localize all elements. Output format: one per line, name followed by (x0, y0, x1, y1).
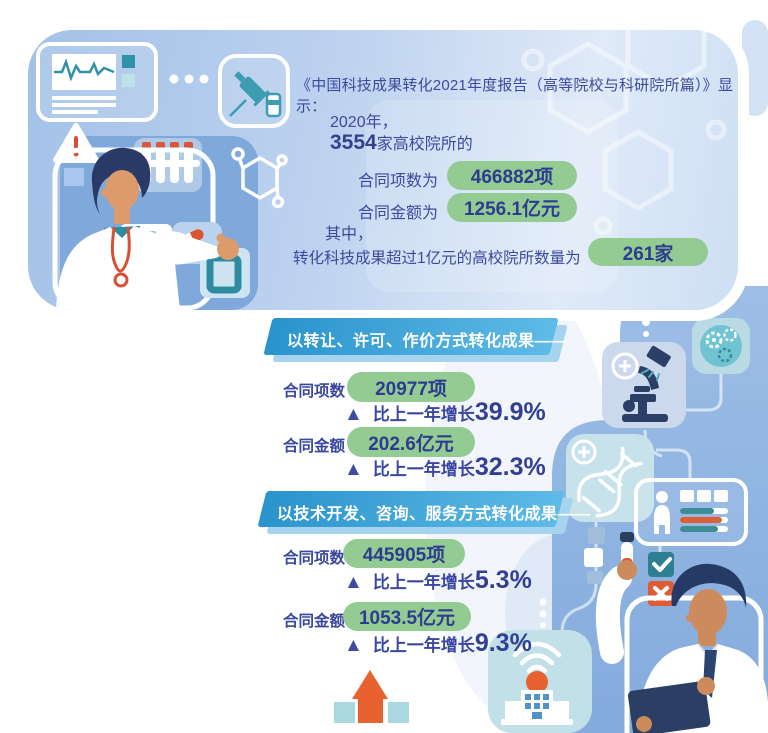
s1-count-growth: ▲ 比上一年增长 39.9% (344, 398, 546, 427)
building-blocks-icon (334, 670, 409, 723)
s2-amount-growth: ▲ 比上一年增长 9.3% (344, 629, 532, 658)
s1-count-label: 合同项数 (283, 383, 346, 400)
dna-icon (566, 434, 654, 522)
growth-label: 比上一年增长 (372, 636, 475, 655)
report-panel: 《中国科技成果转化2021年度报告（高等院校与科研院所篇）》显示： 2020年，… (28, 30, 738, 310)
medical-illustration (36, 30, 727, 310)
contract-count-label: 合同项数为 (357, 173, 438, 190)
syringe-icon (218, 54, 290, 128)
banner-2-text: 以技术开发、咨询、服务方式转化成果—— (277, 506, 591, 523)
molecule-icon (231, 147, 288, 209)
iv-drip-icon (584, 527, 605, 584)
growth-label: 比上一年增长 (372, 405, 475, 424)
hexagon-pattern (521, 30, 727, 236)
orgs-count: 3554 (330, 131, 377, 154)
among-label: 其中， (325, 226, 374, 243)
s2-count-label: 合同项数 (283, 550, 346, 567)
check-icon (648, 552, 674, 577)
report-year-line: 2020年， (330, 114, 398, 131)
growth-label: 比上一年增长 (372, 573, 475, 592)
s2-amount-pill: 1053.5亿元 (343, 602, 471, 631)
growth-value: 9.3% (474, 629, 532, 657)
s1-amount-growth: ▲ 比上一年增长 32.3% (344, 453, 546, 482)
report-orgs-line: 3554家高校院所的 (330, 130, 473, 155)
up-triangle-icon: ▲ (344, 459, 363, 480)
growth-label: 比上一年增长 (372, 460, 475, 479)
orgs-suffix: 家高校院所的 (376, 136, 473, 153)
s2-count-pill: 445905项 (343, 539, 465, 568)
up-triangle-icon: ▲ (344, 572, 363, 593)
x-icon (648, 581, 674, 606)
doctor-illustration (56, 147, 239, 310)
contract-amount-label: 合同金额为 (357, 205, 438, 222)
patient-chart-icon (634, 478, 748, 546)
up-triangle-icon: ▲ (344, 404, 363, 425)
scientist-illustration (595, 532, 768, 733)
hospital-icon (488, 630, 592, 733)
s1-amount-label: 合同金额 (283, 438, 346, 455)
s2-count-growth: ▲ 比上一年增长 5.3% (344, 566, 532, 595)
contract-count-pill: 466882项 (447, 161, 577, 190)
over-100m-label: 转化科技成果超过1亿元的高校院所数量为 (293, 250, 581, 267)
growth-value: 5.3% (474, 566, 532, 594)
gears-icon (692, 318, 750, 374)
banner-1-text: 以转让、许可、作价方式转化成果—— (287, 333, 568, 350)
dots-decoration (169, 74, 209, 84)
wifi-icon (512, 641, 562, 674)
s1-amount-pill: 202.6亿元 (347, 427, 475, 457)
contract-amount-pill: 1256.1亿元 (447, 193, 577, 222)
over-100m-pill: 261家 (588, 238, 708, 266)
growth-value: 39.9% (474, 398, 546, 426)
report-title: 《中国科技成果转化2021年度报告（高等院校与科研院所篇）》显示： (296, 77, 734, 115)
growth-value: 32.3% (474, 453, 546, 481)
stethoscope (110, 226, 131, 273)
s2-amount-label: 合同金额 (283, 613, 346, 630)
up-triangle-icon: ▲ (344, 635, 363, 656)
s1-count-pill: 20977项 (347, 372, 475, 402)
microscope-icon (602, 342, 686, 428)
ekg-monitor-icon (36, 42, 158, 122)
